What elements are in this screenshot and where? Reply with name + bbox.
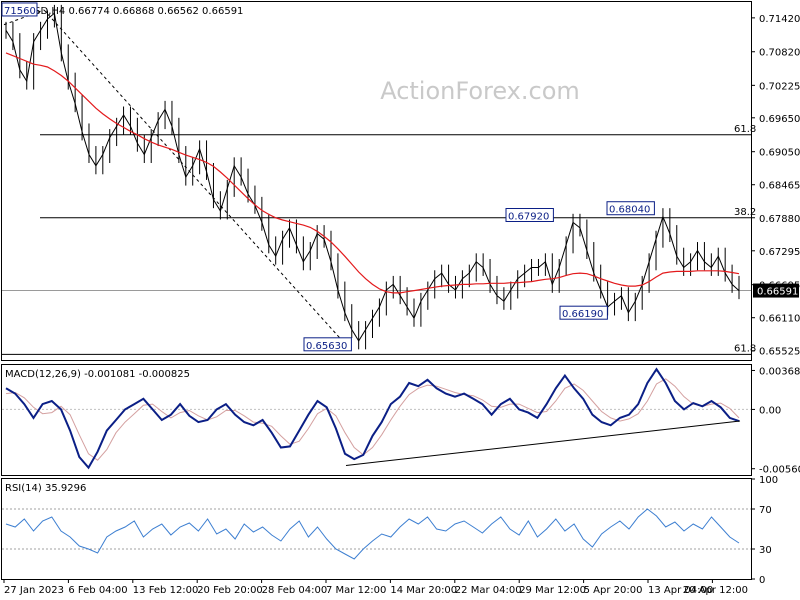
price-panel-frame <box>1 1 752 361</box>
x-tick-label: 29 Mar 12:00 <box>519 585 586 596</box>
price-annotation-box <box>606 201 655 216</box>
macd-y-tick-label: -0.005607 <box>759 465 800 476</box>
rsi-series <box>2 508 751 560</box>
rsi-line <box>5 508 740 560</box>
macd-series <box>2 367 751 470</box>
macd-panel-title: MACD(12,26,9) -0.001081 -0.000825 <box>5 369 190 380</box>
price-annotations: 71560 0.67920 0.68040 0.66190 0.65630 <box>1 2 655 352</box>
x-tick-label: 13 Apr 04:00 <box>648 585 713 596</box>
price-annotation-box <box>303 337 352 352</box>
rsi-panel-frame <box>1 478 752 580</box>
price-annotation-label: 0.68040 <box>609 205 650 216</box>
price-annotation-box <box>505 208 554 223</box>
x-tick-label: 7 Mar 12:00 <box>326 585 386 596</box>
macd-trend-line <box>345 420 741 466</box>
x-tick-label: 5 Apr 20:00 <box>584 585 643 596</box>
price-y-tick-label: 0.66110 <box>759 314 800 325</box>
price-annotation-box <box>1 2 38 17</box>
rsi-y-tick-label: 100 <box>759 475 778 486</box>
rsi-y-axis: 100 70 30 0 <box>751 475 778 586</box>
macd-y-tick-label: 0.00 <box>759 405 781 416</box>
watermark: ActionForex.com <box>380 77 580 105</box>
macd-panel-frame <box>1 364 752 476</box>
current-price-label: 0.66591 <box>757 287 798 298</box>
price-annotation-box <box>559 305 608 320</box>
price-chart-title: AUDUSD,H4 0.66774 0.66868 0.66562 0.6659… <box>5 6 243 17</box>
price-annotation-label: 0.67920 <box>508 212 549 223</box>
price-y-tick-label: 0.70820 <box>759 48 800 59</box>
x-tick-label: 22 Mar 04:00 <box>455 585 522 596</box>
price-y-tick-label: 0.68465 <box>759 181 800 192</box>
fib-level-label: 61.8 <box>734 343 756 354</box>
x-tick-label: 27 Jan 2023 <box>4 585 64 596</box>
x-tick-label: 14 Mar 20:00 <box>390 585 457 596</box>
price-y-tick-label: 0.67295 <box>759 247 800 258</box>
fib-level-label: 61.8 <box>734 124 756 135</box>
rsi-y-tick-label: 70 <box>759 505 772 516</box>
price-y-tick-label: 0.69050 <box>759 148 800 159</box>
current-price-badge <box>753 283 799 298</box>
x-tick-label: 20 Apr 12:00 <box>683 585 748 596</box>
price-close-line <box>5 12 740 342</box>
dashed-trend-line <box>43 9 347 346</box>
x-tick-label: 20 Feb 20:00 <box>197 585 263 596</box>
price-y-tick-label: 0.71420 <box>759 14 800 25</box>
price-annotation-label: 0.65630 <box>306 341 347 352</box>
macd-y-tick-label: 0.003683 <box>759 366 800 377</box>
rsi-panel-title: RSI(14) 35.9296 <box>5 483 86 494</box>
moving-average-line <box>5 52 740 294</box>
macd-y-axis: 0.003683 0.00 -0.005607 <box>751 366 800 476</box>
x-tick-label: 13 Feb 12:00 <box>133 585 199 596</box>
price-y-tick-label: 0.70225 <box>759 81 800 92</box>
price-y-axis: 0.71420 0.70820 0.70225 0.69650 0.69050 0.684… <box>751 14 800 358</box>
rsi-y-tick-label: 30 <box>759 545 772 556</box>
price-series <box>5 4 740 350</box>
trend-lines <box>3 9 347 346</box>
price-y-tick-label: 0.65525 <box>759 347 800 358</box>
price-y-tick-label: 0.67880 <box>759 214 800 225</box>
price-annotation-label: 0.66190 <box>562 309 603 320</box>
price-annotation-label: 71560 <box>4 6 36 17</box>
fib-level-label: 38.2 <box>734 207 756 218</box>
rsi-y-tick-label: 0 <box>759 575 765 586</box>
price-y-tick-label: 0.69650 <box>759 114 800 125</box>
x-tick-label: 6 Feb 04:00 <box>68 585 127 596</box>
macd-line <box>5 367 740 470</box>
x-tick-label: 28 Feb 04:00 <box>262 585 328 596</box>
dashed-trend-line <box>3 9 45 26</box>
